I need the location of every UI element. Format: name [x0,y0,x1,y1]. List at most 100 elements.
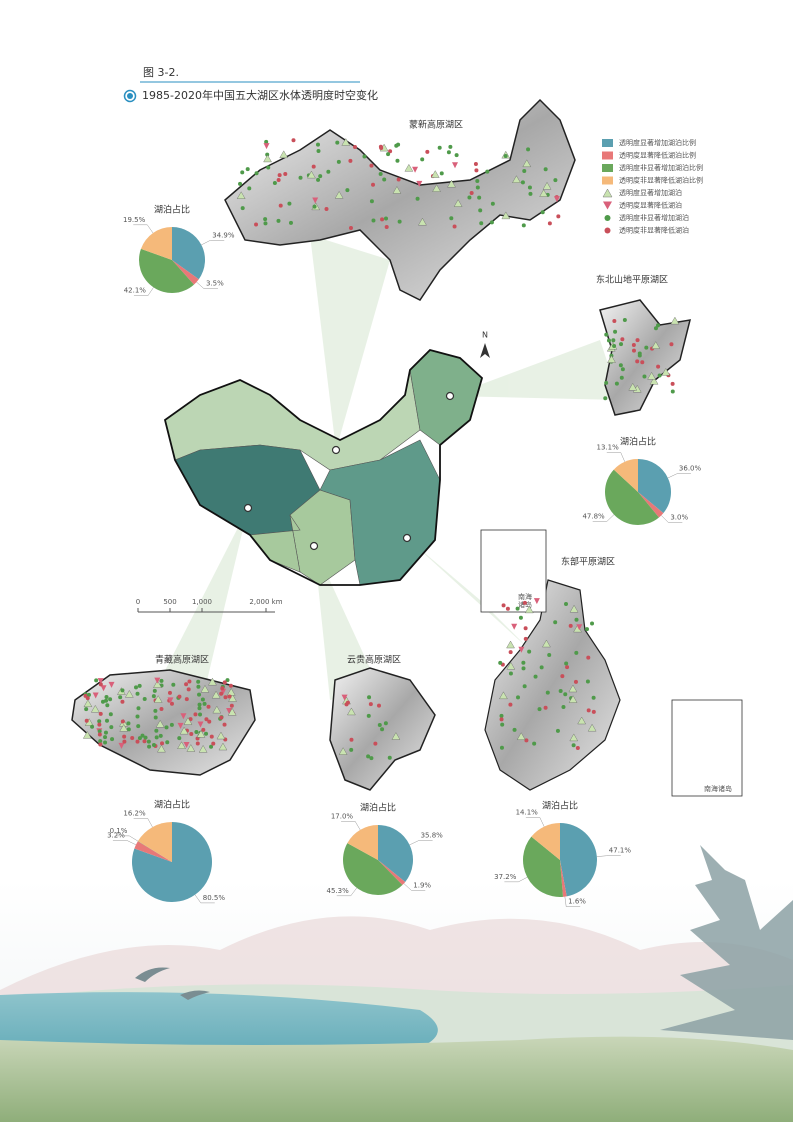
region-name: 东北山地平原湖区 [596,274,668,286]
lake-symbol [140,733,145,738]
pie-title: 湖泊占比 [620,436,656,448]
lake-symbol [657,373,662,378]
pie-leader [201,240,211,246]
scale-label: 1,000 [192,598,212,606]
pie-value-label: 3.0% [670,513,688,521]
lake-symbol [469,190,474,195]
lake-symbol [142,739,147,744]
pie-slice [137,840,172,862]
lake-symbol [500,722,505,727]
lake-symbol [97,678,104,685]
lake-symbol [108,681,115,688]
lake-symbol [211,741,216,746]
lake-symbol [512,727,517,732]
lake-symbol [229,703,234,708]
lake-symbol [225,678,230,683]
pie-leader [596,855,607,857]
lake-symbol [371,182,376,187]
lake-symbol [103,730,108,735]
lake-symbol [347,707,356,716]
lake-symbol [135,691,140,696]
lake-symbol [568,684,578,693]
pie-value-label: 3.2% [107,831,125,839]
pie-value-label: 16.2% [123,809,146,817]
lake-symbol [388,149,393,154]
lake-symbol [439,171,444,176]
lake-symbol [83,699,93,707]
lake-symbol [586,655,591,660]
lake-symbol [186,744,196,752]
lake-symbol [265,152,270,157]
lake-symbol [631,342,636,347]
lake-symbol [315,142,320,147]
pie-leader [518,876,528,883]
lake-symbol [467,195,472,200]
lake-symbol [100,699,105,704]
lake-symbol [159,706,164,711]
lake-symbol [412,166,419,173]
lake-symbol [211,690,221,699]
lake-symbol [511,623,518,630]
lake-symbol [655,323,660,328]
lake-symbol [276,218,281,223]
pie-value-label: 17.0% [331,812,354,820]
lake-symbol [485,169,490,174]
pie-value-label: 47.1% [609,847,632,855]
lake-symbol [543,167,548,172]
lake-symbol [448,144,453,149]
lake-symbol [545,690,550,695]
lake-symbol [326,169,331,174]
lake-symbol [644,345,649,350]
legend-swatch [604,215,611,221]
lake-symbol [263,143,270,150]
pie-title: 湖泊占比 [360,802,396,814]
lake-symbol [177,722,184,729]
north-label: N [482,331,488,340]
lake-symbol [537,707,542,712]
lake-symbol [642,374,647,379]
lake-symbol [126,721,131,726]
lake-symbol [620,337,625,342]
lake-symbol [157,744,166,753]
lake-symbol [158,733,163,738]
lake-symbol [613,329,618,334]
lake-symbol [279,150,289,159]
lake-symbol [98,711,103,716]
lake-symbol [312,197,319,204]
lake-symbol [183,717,193,725]
lake-symbol [377,722,382,727]
lake-symbol [198,744,208,753]
lake-symbol [153,708,158,713]
lake-symbol [189,732,194,737]
lake-symbol [553,620,558,625]
legend-swatch [602,188,613,198]
pie-value-label: 14.1% [516,809,539,817]
pie-slice [378,860,406,886]
lake-symbol [366,754,371,759]
lake-symbol [278,203,283,208]
lake-symbol [197,702,202,707]
lake-symbol [369,199,374,204]
lake-symbol [522,169,527,174]
lake-symbol [146,739,151,744]
pie-value-label: 19.5% [123,216,146,224]
lake-symbol [103,735,108,740]
pie-slice [134,841,172,862]
lake-symbol [338,747,348,755]
lake-symbol [523,626,528,631]
lake-symbol [204,717,209,722]
china-outline [163,348,484,586]
lake-symbol [508,650,513,655]
legend-label: 透明度显著降低湖泊 [619,201,682,210]
lake-symbol [508,671,513,676]
lake-symbol [521,223,526,228]
lake-symbol [533,598,540,605]
lake-symbol [177,741,186,749]
lake-symbol [543,705,548,710]
lake-symbol [563,692,568,697]
lake-symbol [240,206,245,211]
lake-symbol [366,713,371,718]
lake-symbol [392,186,402,194]
lake-symbol [395,158,400,163]
lake-symbol [118,695,123,700]
